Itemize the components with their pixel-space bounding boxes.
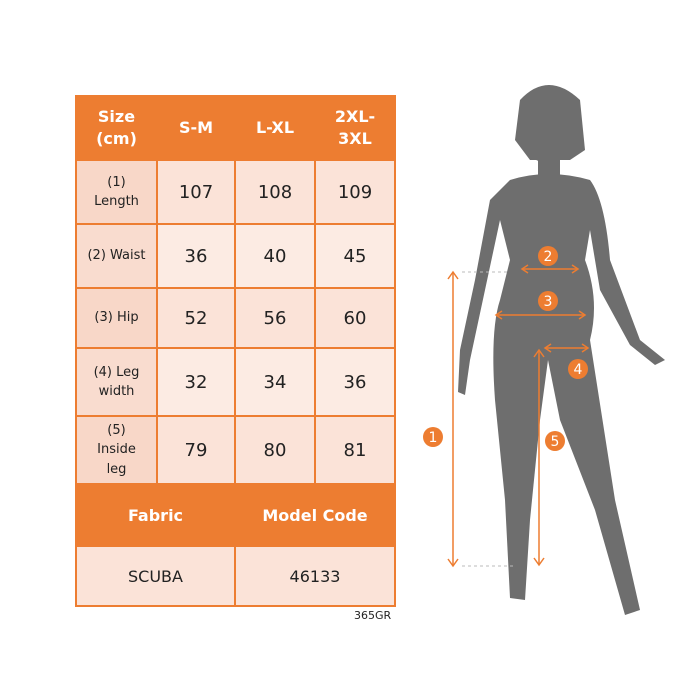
fabric-header-row: Fabric Model Code [75,483,396,547]
guide-lines [462,271,515,567]
size-value: 81 [314,415,396,485]
marker-5 [545,431,565,451]
size-value: 60 [314,287,396,349]
size-value: 108 [234,159,316,225]
size-value: 52 [156,287,236,349]
size-value: 40 [234,223,316,289]
svg-text:2: 2 [544,249,553,265]
fabric-value: SCUBA [75,545,236,607]
size-chart-table: Size (cm) S-M L-XL 2XL- 3XL (1) Length 10… [75,95,396,607]
table-row: (1) Length 107 108 109 [75,159,396,225]
model-code-header: Model Code [234,483,396,547]
svg-text:1: 1 [429,430,438,446]
row-label: (3) Hip [75,287,158,349]
silhouette [458,85,665,615]
product-code: 365GR [354,609,392,622]
svg-text:4: 4 [574,362,583,378]
size-value: 36 [314,347,396,417]
header-row: Size (cm) S-M L-XL 2XL- 3XL [75,95,396,161]
model-code-value: 46133 [234,545,396,607]
header-s-m: S-M [156,95,236,161]
size-value: 34 [234,347,316,417]
fabric-value-row: SCUBA 46133 [75,545,396,607]
size-value: 56 [234,287,316,349]
row-label: (2) Waist [75,223,158,289]
size-value: 109 [314,159,396,225]
size-value: 32 [156,347,236,417]
table-row: (5) Inside leg 79 80 81 [75,415,396,485]
row-label: (5) Inside leg [75,415,158,485]
svg-text:3: 3 [544,294,553,310]
row-label: (1) Length [75,159,158,225]
svg-text:5: 5 [551,434,560,450]
measure-lines [447,264,590,568]
header-2xl-3xl: 2XL- 3XL [314,95,396,161]
size-value: 107 [156,159,236,225]
marker-4 [568,359,588,379]
size-value: 80 [234,415,316,485]
table-row: (2) Waist 36 40 45 [75,223,396,289]
fabric-header: Fabric [75,483,236,547]
table-row: (3) Hip 52 56 60 [75,287,396,349]
marker-3 [538,291,558,311]
header-l-xl: L-XL [234,95,316,161]
size-value: 36 [156,223,236,289]
header-size: Size (cm) [75,95,158,161]
table-row: (4) Leg width 32 34 36 [75,347,396,417]
size-value: 45 [314,223,396,289]
row-label: (4) Leg width [75,347,158,417]
size-value: 79 [156,415,236,485]
marker-2 [538,246,558,266]
marker-1 [423,427,443,447]
